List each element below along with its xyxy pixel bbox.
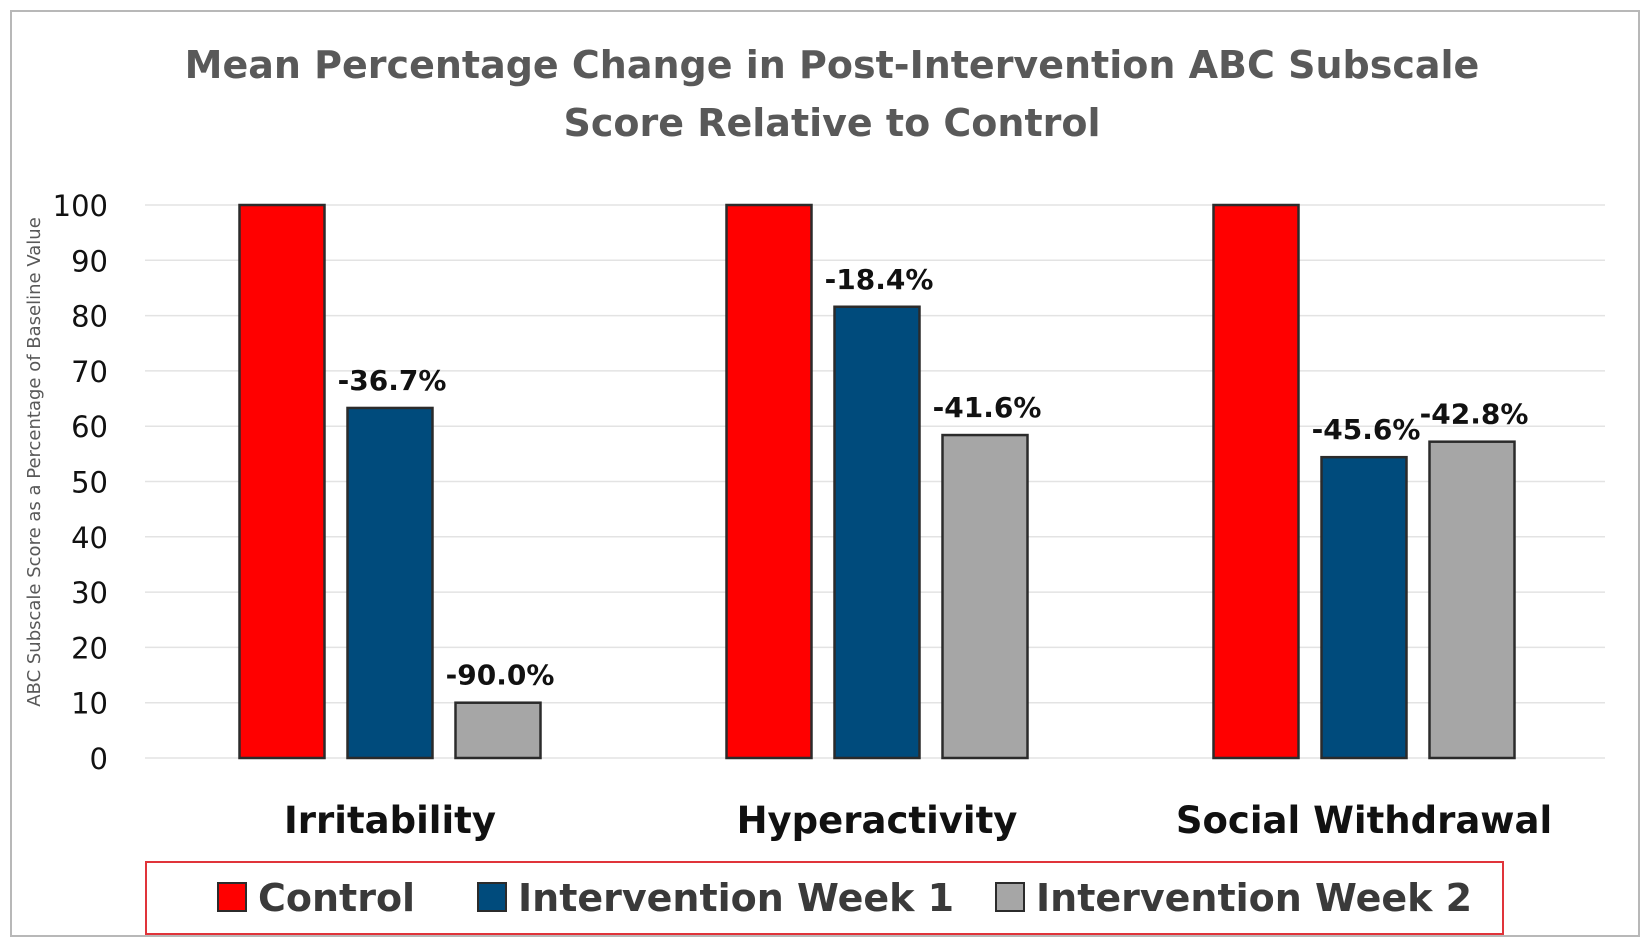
- data-label: -45.6%: [1312, 413, 1421, 446]
- legend-swatch-control: [217, 882, 247, 912]
- legend-label: Intervention Week 1: [518, 876, 954, 920]
- y-tick-label: 60: [71, 410, 108, 444]
- bar-intervention-week-2-hyperactivity: [941, 433, 1029, 760]
- legend-label: Intervention Week 2: [1036, 876, 1472, 920]
- bar-intervention-week-2-irritability: [454, 701, 542, 760]
- bar-control-hyperactivity: [725, 203, 813, 760]
- data-label: -90.0%: [446, 659, 555, 692]
- data-label: -41.6%: [933, 391, 1042, 424]
- data-labels: -36.7% -18.4% -45.6% -90.0% -41.6% -42.8%: [338, 263, 1529, 692]
- y-tick-label: 40: [71, 521, 108, 555]
- category-label: Hyperactivity: [737, 799, 1018, 842]
- y-tick-label: 20: [71, 631, 108, 665]
- category-label: Social Withdrawal: [1176, 799, 1552, 842]
- bar-intervention-week-1-social-withdrawal: [1320, 455, 1408, 760]
- y-tick-label: 10: [71, 687, 108, 721]
- legend-box: [145, 861, 1504, 935]
- data-label: -36.7%: [338, 364, 447, 397]
- legend: Control Intervention Week 1 Intervention W…: [217, 876, 1472, 920]
- chart-title-line-2: Score Relative to Control: [564, 101, 1101, 145]
- chart-title-line-1: Mean Percentage Change in Post-Intervent…: [185, 43, 1480, 87]
- legend-swatch-intervention-week-2: [995, 882, 1025, 912]
- y-tick-label: 70: [71, 355, 108, 389]
- category-label: Irritability: [284, 799, 496, 842]
- legend-swatch-intervention-week-1: [477, 882, 507, 912]
- y-tick-label: 80: [71, 300, 108, 334]
- bar-intervention-week-2-social-withdrawal: [1428, 440, 1516, 760]
- y-tick-label: 100: [53, 189, 108, 223]
- y-tick-label: 0: [90, 742, 108, 776]
- legend-label: Control: [258, 876, 415, 920]
- bars: [238, 203, 1516, 760]
- data-label: -42.8%: [1420, 398, 1529, 431]
- y-tick-label: 90: [71, 244, 108, 278]
- bar-control-social-withdrawal: [1212, 203, 1300, 760]
- data-label: -18.4%: [825, 263, 934, 296]
- y-axis-label: ABC Subscale Score as a Percentage of Ba…: [24, 217, 45, 707]
- y-axis-ticks: 0 10 20 30 40 50 60 70 80 90 100: [53, 189, 108, 776]
- y-tick-label: 50: [71, 466, 108, 500]
- bar-intervention-week-1-hyperactivity: [833, 305, 921, 760]
- bar-intervention-week-1-irritability: [346, 406, 434, 760]
- y-tick-label: 30: [71, 576, 108, 610]
- category-labels: Irritability Hyperactivity Social Withdraw…: [284, 799, 1552, 842]
- bar-control-irritability: [238, 203, 326, 760]
